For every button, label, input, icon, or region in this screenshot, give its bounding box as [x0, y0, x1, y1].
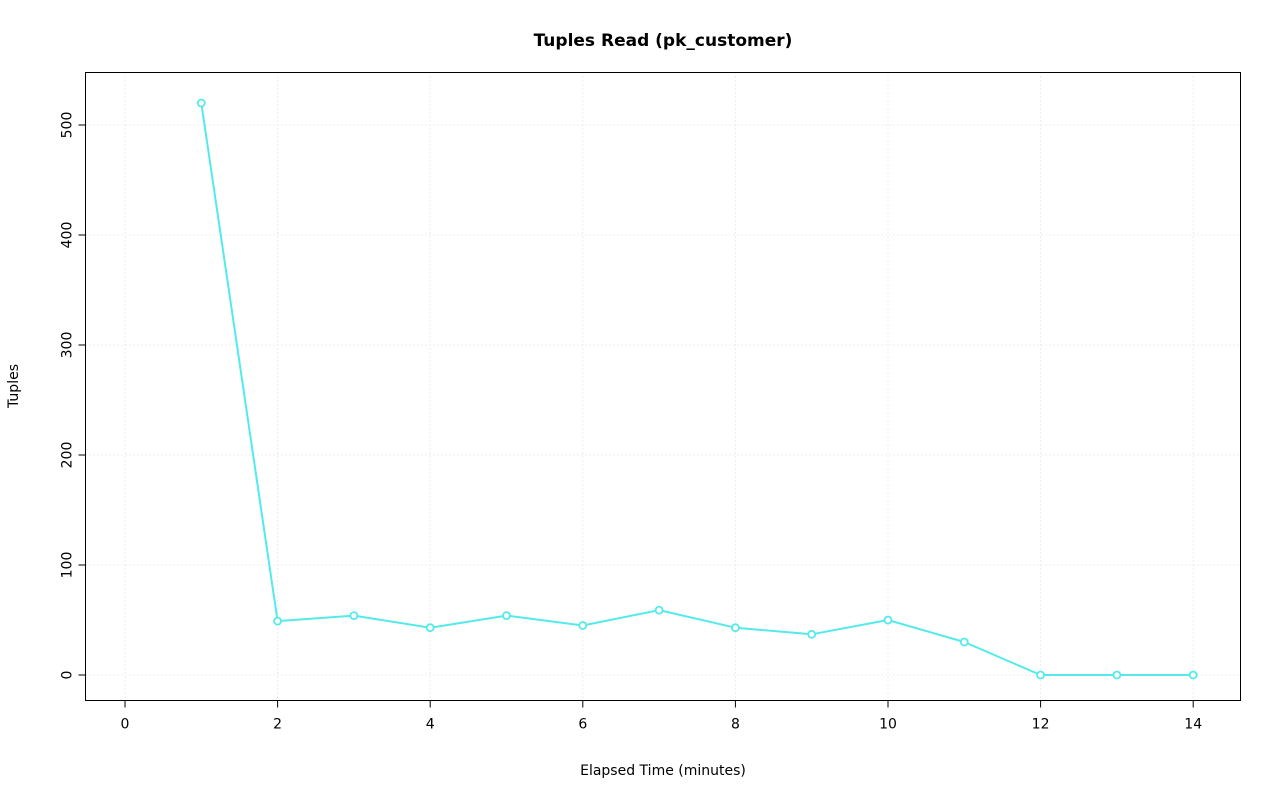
data-point [654, 605, 664, 615]
data-point [349, 611, 359, 620]
x-tick-label: 6 [578, 717, 587, 733]
x-tick-label: 10 [879, 717, 897, 733]
x-axis-title: Elapsed Time (minutes) [580, 763, 746, 779]
x-tick-label: 4 [426, 717, 435, 733]
data-point [578, 621, 588, 630]
y-tick-label: 300 [60, 332, 76, 359]
x-tick-label: 8 [731, 717, 740, 733]
x-tick-label: 14 [1184, 717, 1202, 733]
data-point [1112, 670, 1122, 680]
y-tick-label: 200 [60, 442, 76, 469]
y-tick-label: 0 [60, 671, 76, 680]
plot-border [85, 72, 1241, 701]
x-tick-label: 2 [273, 717, 282, 733]
data-point [807, 629, 817, 639]
y-tick-label: 100 [60, 552, 76, 579]
data-point [502, 611, 511, 620]
data-point [1188, 670, 1198, 680]
data-point [273, 616, 283, 626]
x-tick-label: 0 [121, 717, 130, 733]
data-point [425, 623, 435, 633]
data-point [959, 637, 969, 647]
data-point [196, 98, 206, 108]
y-axis-title: Tuples [6, 364, 22, 408]
data-line [200, 102, 1195, 676]
data-point [1036, 670, 1045, 680]
x-tick-label: 12 [1032, 717, 1050, 733]
y-tick-label: 400 [60, 222, 76, 249]
data-point [731, 623, 740, 633]
data-point [883, 615, 893, 625]
chart-title: Tuples Read (pk_customer) [533, 31, 793, 51]
y-tick-label: 500 [60, 112, 76, 139]
